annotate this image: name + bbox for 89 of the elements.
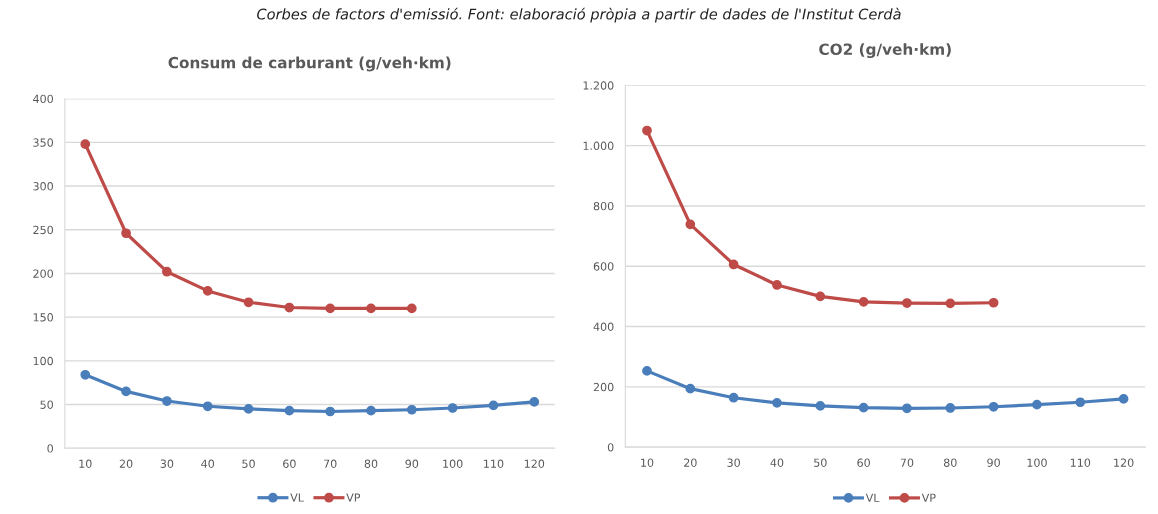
x-tick-label: 50	[242, 459, 255, 468]
point	[284, 405, 295, 416]
x-tick-label: 20	[119, 459, 133, 468]
legend-label: VP	[921, 493, 936, 502]
point	[815, 291, 826, 302]
x-tick-label: 60	[857, 458, 870, 467]
legend-label: VP	[346, 493, 361, 502]
x-tick-label: 30	[160, 459, 174, 468]
legend-label: VL	[290, 493, 304, 502]
point	[858, 296, 869, 307]
point	[447, 403, 458, 413]
point	[366, 303, 376, 314]
point	[902, 298, 912, 308]
x-tick-label: 10	[641, 458, 654, 467]
point	[284, 302, 295, 313]
point	[80, 369, 91, 380]
y-tick-label: 200	[33, 269, 53, 278]
x-tick-label: 110	[484, 459, 504, 468]
x-tick-label: 80	[943, 458, 957, 467]
point	[728, 392, 739, 403]
point	[162, 396, 172, 406]
point	[685, 219, 696, 230]
point	[325, 303, 336, 314]
point	[1075, 397, 1086, 408]
text: Corbes de factors d'emissió. Font: elaboració pròpia a partir de dades de l'Institut Cerdà	[257, 7, 901, 23]
point	[243, 404, 254, 414]
x-tick-label: 40	[201, 459, 215, 468]
x-tick-label: 100	[443, 459, 463, 468]
y-tick-label: 0	[47, 444, 53, 453]
x-tick-label: 70	[324, 459, 337, 468]
y-tick-label: 300	[33, 182, 53, 191]
point	[243, 297, 254, 308]
point	[858, 402, 869, 413]
y-tick-label: 200	[593, 382, 614, 392]
point	[366, 405, 376, 416]
point	[121, 228, 131, 239]
point	[121, 386, 131, 397]
point	[80, 139, 91, 149]
point	[685, 383, 696, 394]
x-tick-label: 60	[283, 459, 296, 468]
point	[1032, 399, 1042, 410]
x-tick-label: 40	[770, 458, 784, 467]
point	[202, 401, 213, 412]
y-tick-label: 1.000	[583, 141, 614, 151]
point	[529, 397, 540, 407]
point	[772, 280, 782, 290]
x-tick-label: 20	[684, 458, 697, 467]
y-tick-label: 400	[593, 322, 614, 331]
x-tick-label: 90	[987, 458, 1000, 467]
x-tick-label: 70	[900, 458, 914, 467]
point	[772, 397, 782, 408]
y-tick-label: 0	[607, 443, 614, 452]
y-tick-label: 400	[33, 94, 53, 104]
point	[642, 366, 652, 376]
point	[325, 406, 336, 417]
x-tick-label: 30	[727, 458, 740, 467]
y-tick-label: 100	[33, 356, 53, 366]
point	[406, 404, 417, 415]
point	[202, 286, 213, 296]
point	[945, 403, 956, 413]
x-tick-label: 110	[1070, 458, 1091, 467]
x-tick-label: 120	[524, 459, 545, 468]
chart-title: Consum de carburant (g/veh·km)	[168, 56, 451, 72]
point	[902, 403, 912, 414]
point	[406, 303, 417, 314]
point	[728, 259, 739, 270]
chart-title: CO2 (g/veh·km)	[819, 43, 951, 59]
x-tick-label: 90	[405, 459, 419, 468]
point	[988, 401, 999, 412]
x-tick-label: 50	[814, 458, 827, 467]
point	[642, 125, 652, 136]
point	[988, 297, 999, 308]
point	[1118, 394, 1129, 404]
point	[945, 298, 956, 309]
y-tick-label: 250	[33, 225, 53, 235]
y-tick-label: 350	[33, 138, 53, 147]
x-tick-label: 100	[1027, 458, 1047, 467]
y-tick-label: 50	[40, 400, 53, 409]
y-tick-label: 150	[33, 313, 53, 322]
x-tick-label: 120	[1114, 458, 1134, 467]
x-tick-label: 10	[79, 459, 92, 468]
point	[488, 400, 499, 411]
y-tick-label: 600	[593, 262, 614, 271]
point	[162, 266, 172, 277]
x-tick-label: 80	[364, 459, 378, 468]
y-tick-label: 1.200	[583, 81, 614, 90]
point	[815, 401, 826, 411]
legend-label: VL	[865, 493, 880, 502]
y-tick-label: 800	[593, 201, 614, 211]
